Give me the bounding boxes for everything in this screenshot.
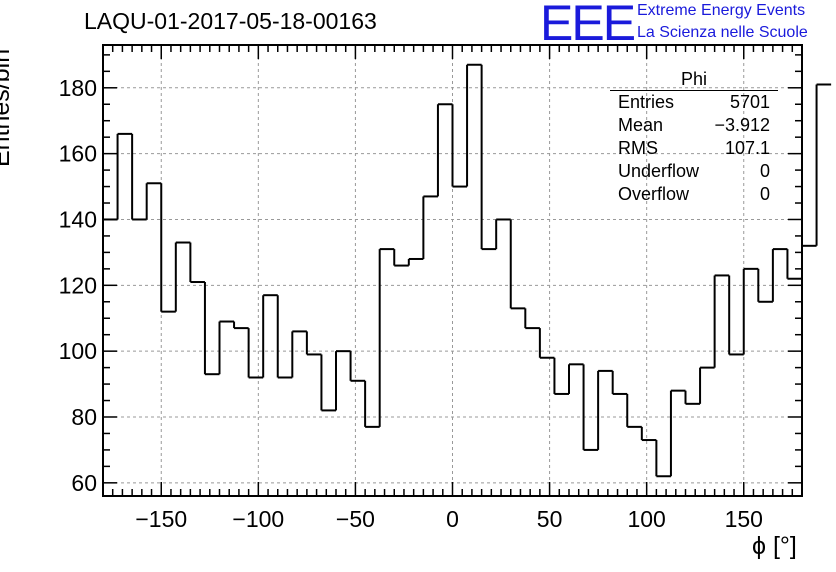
y-tick-label: 140: [59, 206, 97, 232]
stats-value: 0: [759, 161, 770, 181]
logo-line-1: Extreme Energy Events: [637, 2, 806, 19]
x-tick-label: −100: [232, 506, 284, 532]
stats-row-overflow: Overflow 0: [610, 183, 778, 206]
y-tick-label: 80: [71, 404, 97, 430]
eee-logo: EEE: [540, 0, 636, 51]
stats-row-entries: Entries 5701: [610, 91, 778, 114]
stats-label: Overflow: [618, 184, 690, 204]
axis-ticks: [103, 45, 802, 496]
logo-line-2: La Scienza nelle Scuole: [637, 24, 808, 41]
plot-frame: [102, 44, 803, 497]
tick-labels: −150 −100 −50 0 50 100 150 60 80 100 120 140 160 180: [59, 75, 763, 532]
stats-row-mean: Mean −3.912: [610, 114, 778, 137]
x-tick-label: 100: [627, 506, 665, 532]
stats-value: 5701: [729, 92, 770, 112]
y-tick-label: 160: [59, 141, 97, 167]
x-tick-label: −150: [135, 506, 187, 532]
stats-label: Underflow: [618, 161, 700, 181]
stats-box: Phi Entries 5701 Mean −3.912 RMS 107.1 U…: [610, 68, 778, 206]
stats-value: 107.1: [724, 138, 770, 158]
x-tick-label: 150: [725, 506, 763, 532]
x-axis-label: ϕ [°]: [752, 532, 797, 560]
y-tick-label: 60: [71, 470, 97, 496]
stats-row-rms: RMS 107.1: [610, 137, 778, 160]
x-tick-label: 0: [446, 506, 459, 532]
y-tick-label: 100: [59, 338, 97, 364]
stats-value: −3.912: [714, 115, 770, 135]
stats-value: 0: [759, 184, 770, 204]
stats-row-underflow: Underflow 0: [610, 160, 778, 183]
stats-title: Phi: [610, 68, 778, 91]
stats-label: RMS: [618, 138, 658, 158]
x-tick-label: 50: [537, 506, 563, 532]
stats-label: Entries: [618, 92, 675, 112]
chart-title: LAQU-01-2017-05-18-00163: [84, 8, 377, 34]
x-tick-label: −50: [336, 506, 375, 532]
y-axis-label: Entries/bin: [0, 48, 15, 167]
y-tick-label: 120: [59, 272, 97, 298]
y-tick-label: 180: [59, 75, 97, 101]
stats-label: Mean: [618, 115, 664, 135]
